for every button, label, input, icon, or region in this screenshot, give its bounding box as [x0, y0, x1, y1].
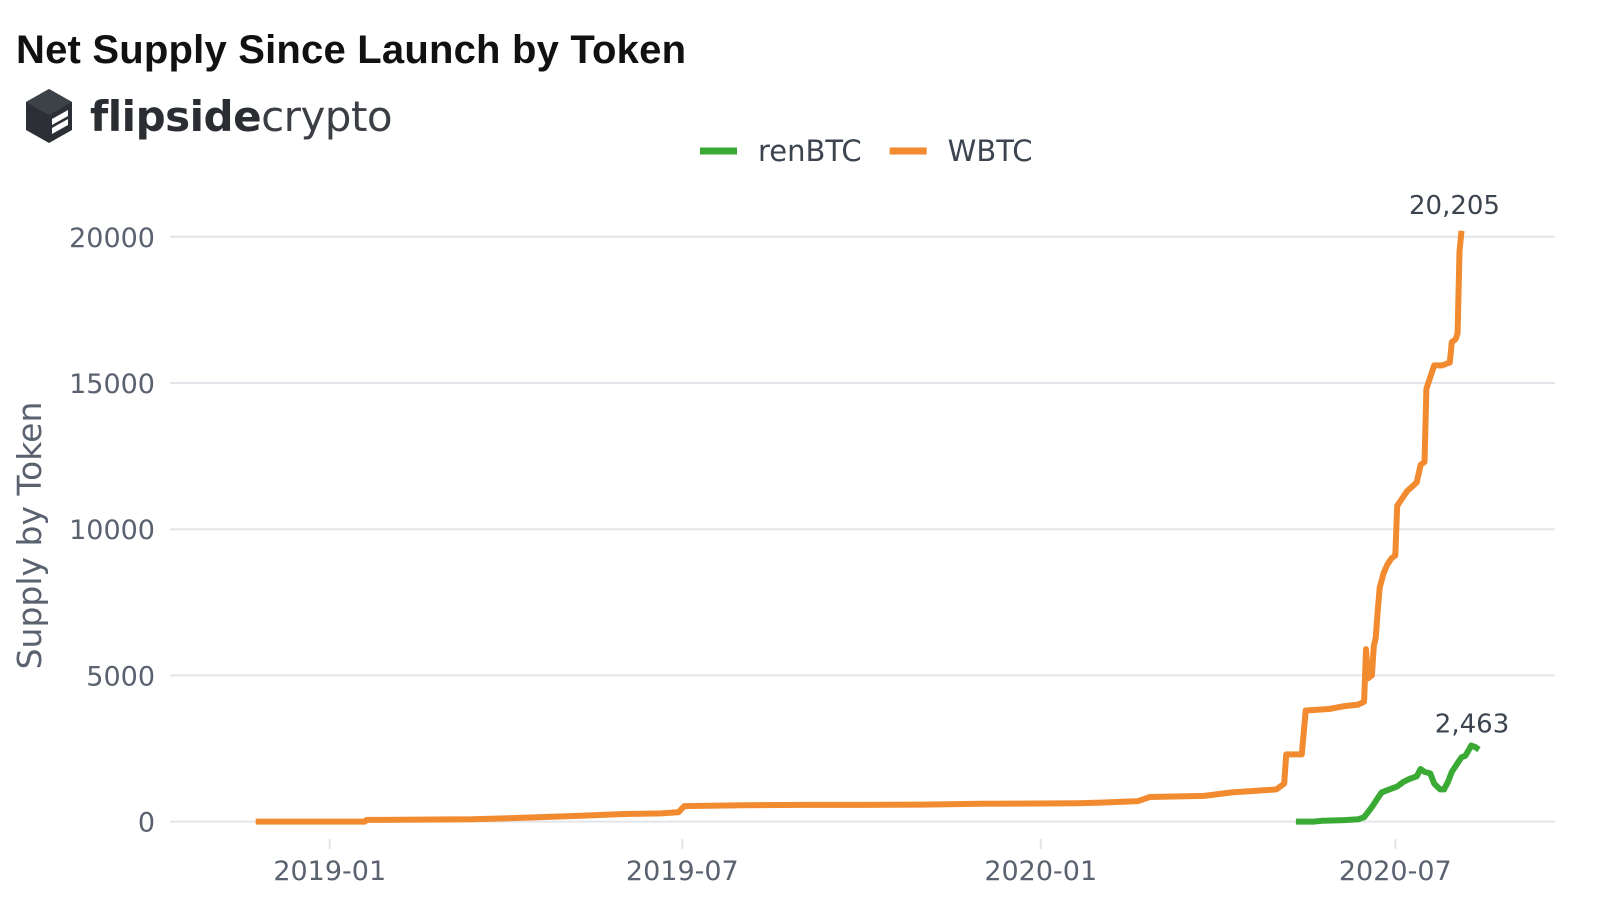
chart-title: Net Supply Since Launch by Token — [16, 28, 687, 72]
brand-name-bold: flipside — [90, 91, 262, 141]
x-tick-label: 2020-07 — [1339, 856, 1452, 887]
grid-lines — [170, 235, 1555, 849]
y-axis-title: Supply by Token — [10, 402, 49, 670]
x-tick-label: 2019-07 — [626, 856, 739, 887]
axes: 0 5000 10000 15000 20000 2019-01 2019-07 2020-0… — [10, 223, 1452, 887]
series-lines — [255, 230, 1481, 825]
x-tick-label: 2020-01 — [984, 856, 1097, 887]
y-tick-label: 20000 — [69, 223, 155, 254]
series-line-wbtc — [255, 230, 1465, 825]
end-label-renbtc: 2,463 — [1435, 710, 1509, 740]
x-tick-label: 2019-01 — [273, 856, 386, 887]
end-labels: 20,205 2,463 — [1409, 191, 1509, 740]
legend-label-renbtc: renBTC — [758, 134, 862, 168]
y-tick-label: 15000 — [69, 369, 155, 400]
brand-name-light: crypto — [261, 91, 393, 141]
brand-logo: flipsidecrypto — [22, 86, 393, 146]
y-tick-label: 10000 — [69, 515, 155, 546]
legend-label-wbtc: WBTC — [948, 134, 1033, 168]
y-tick-label: 5000 — [86, 661, 155, 692]
y-tick-label: 0 — [138, 808, 155, 839]
series-line-renbtc — [1295, 742, 1481, 825]
legend: renBTC WBTC — [700, 134, 1033, 168]
flipside-cube-logo-icon — [26, 89, 72, 143]
end-label-wbtc: 20,205 — [1409, 191, 1500, 221]
brand-wordmark: flipsidecrypto — [90, 91, 393, 141]
